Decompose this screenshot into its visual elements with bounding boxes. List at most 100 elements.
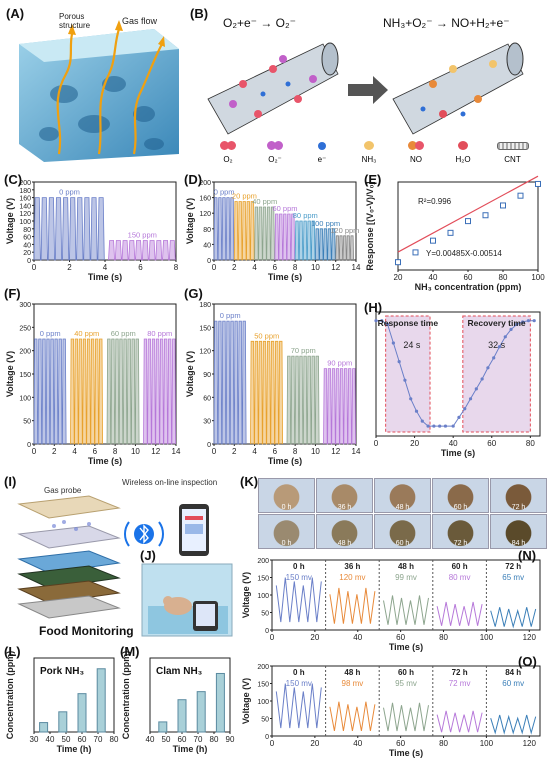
food-photo-tile: 72 h (432, 514, 489, 549)
y-tick-label: 100 (257, 699, 269, 706)
porous-structure-label: Porous structure (59, 12, 91, 30)
panel-label-l: (L) (4, 644, 21, 659)
data-point (420, 419, 424, 423)
sensor-stack-illustration (17, 495, 209, 619)
series-label: 120 ppm (330, 226, 359, 235)
series-label: 70 ppm (291, 346, 316, 355)
panel-label-n: (N) (518, 548, 537, 563)
x-tick-label: 70 (194, 735, 203, 744)
food-photo-time-label: 72 h (453, 540, 468, 547)
x-tick-label: 50 (62, 735, 71, 744)
x-tick-label: 70 (94, 735, 103, 744)
legend-label-superoxide: O₂⁻ (268, 155, 282, 164)
x-tick-label: 4 (252, 263, 257, 272)
y-tick-label: 160 (199, 196, 211, 203)
x-tick-label: 6 (273, 447, 278, 456)
segment-line (275, 683, 322, 729)
panel-d: (D) 0 2 4 6 8 10 12 14 0 40 80 120 160 200 Time (s) Vol… (184, 172, 362, 284)
x-tick-label: 100 (531, 273, 545, 282)
x-tick-label: 20 (394, 273, 403, 282)
x-tick-label: 0 (212, 447, 217, 456)
x-tick-label: 60 (78, 735, 87, 744)
panel-b: (B) O₂+e⁻ → O₂⁻ NH₃+O₂⁻ → NO+H₂+e⁻ O₂ O₂… (188, 4, 546, 164)
panel-m: (M) 40 50 60 70 80 90 Time (h) Concentration (p… (120, 644, 236, 760)
segment-line (490, 714, 537, 735)
chart-h: 0 20 40 60 80 Time (s) Response time Recovery t… (374, 311, 541, 458)
response-time-value: 24 s (403, 340, 421, 350)
x-tick-label: 90 (226, 735, 235, 744)
series-label: 20 ppm (232, 192, 257, 201)
segment-label: 84 h (505, 668, 521, 677)
x-tick-label: 80 (499, 273, 508, 282)
x-tick-label: 60 (396, 739, 405, 748)
x-tick-label: 6 (138, 263, 143, 272)
y-tick-label: 140 (19, 203, 31, 210)
food-photo-time-label: 84 h (511, 540, 526, 547)
series-line (106, 338, 140, 445)
x-tick-label: 0 (32, 447, 37, 456)
data-point (465, 218, 471, 225)
y-tick-label: 200 (199, 180, 211, 187)
panel-k: (K) 0 h 36 h 48 h 60 h 72 h 0 h 48 h 60 h 72 h 84… (240, 474, 547, 549)
food-photo-time-label: 60 h (395, 540, 410, 547)
plot-frame (149, 657, 231, 733)
x-tick-label: 4 (252, 447, 257, 456)
data-point (509, 327, 513, 331)
x-tick-label: 40 (429, 273, 438, 282)
data-point (409, 397, 413, 401)
food-photo-time-label: 36 h (337, 504, 352, 511)
y-tick-label: 0 (27, 442, 31, 449)
bar (196, 691, 206, 733)
cnt-tube-left (207, 42, 339, 135)
data-point (480, 377, 484, 381)
segment-line (329, 701, 376, 731)
panel-label-b: (B) (190, 6, 209, 21)
x-tick-label: 40 (46, 735, 55, 744)
x-tick-label: 20 (310, 739, 319, 748)
y-tick-label: 200 (257, 664, 269, 671)
x-tick-label: 100 (480, 633, 494, 642)
segment-label: 72 h (452, 668, 468, 677)
segment-value-label: 99 mv (395, 573, 417, 582)
y-tick-label: 0 (207, 442, 211, 449)
panel-o: (O) 0 20 40 60 80 100 120 0 50 100 150 200 Time (s) V… (240, 654, 546, 760)
data-point (515, 322, 519, 326)
smartphone-icon (179, 504, 209, 556)
series-label: 60 ppm (272, 204, 297, 213)
reaction-ammonia-oxidation: NH₃+O₂⁻ → NO+H₂+e⁻ (383, 16, 510, 30)
chart-d: 0 2 4 6 8 10 12 14 0 40 80 120 160 200 Time (s) Voltage… (185, 180, 361, 282)
y-tick-label: 120 (19, 211, 31, 218)
y-tick-label: 60 (203, 395, 211, 402)
wireless-label: Wireless on-line inspection (122, 478, 218, 487)
x-tick-label: 2 (52, 447, 57, 456)
panel-label-o: (O) (518, 654, 537, 669)
data-point (443, 424, 448, 428)
food-photo-time-label: 72 h (511, 504, 526, 511)
x-tick-label: 8 (293, 263, 298, 272)
series-label: 80 ppm (293, 211, 318, 220)
series-label: 150 ppm (128, 231, 157, 240)
chart-o: 0 20 40 60 80 100 120 0 50 100 150 200 Time (s) Volta… (241, 664, 541, 758)
data-point (432, 424, 436, 428)
x-tick-label: 80 (526, 439, 535, 448)
y-tick-label: 40 (23, 242, 31, 249)
segment-label: 72 h (505, 562, 521, 571)
data-point (451, 424, 455, 428)
series-line (213, 197, 235, 261)
panel-label-g: (G) (184, 286, 203, 301)
food-photo-tile: 0 h (258, 478, 315, 513)
data-point (500, 202, 506, 209)
data-point (397, 360, 401, 364)
electron-icon (318, 142, 326, 150)
segment-label: 60 h (398, 668, 414, 677)
series-line (294, 220, 316, 261)
series-line (233, 201, 255, 261)
segment-label: 0 h (293, 668, 305, 677)
food-monitoring-label: Food Monitoring (39, 624, 134, 638)
x-tick-label: 40 (353, 633, 362, 642)
data-point (412, 249, 419, 256)
x-tick-label: 4 (103, 263, 108, 272)
chart-n: 0 20 40 60 80 100 120 0 50 100 150 200 Time (s) Volta… (241, 558, 541, 652)
data-point (463, 407, 467, 411)
x-tick-label: 12 (331, 447, 340, 456)
